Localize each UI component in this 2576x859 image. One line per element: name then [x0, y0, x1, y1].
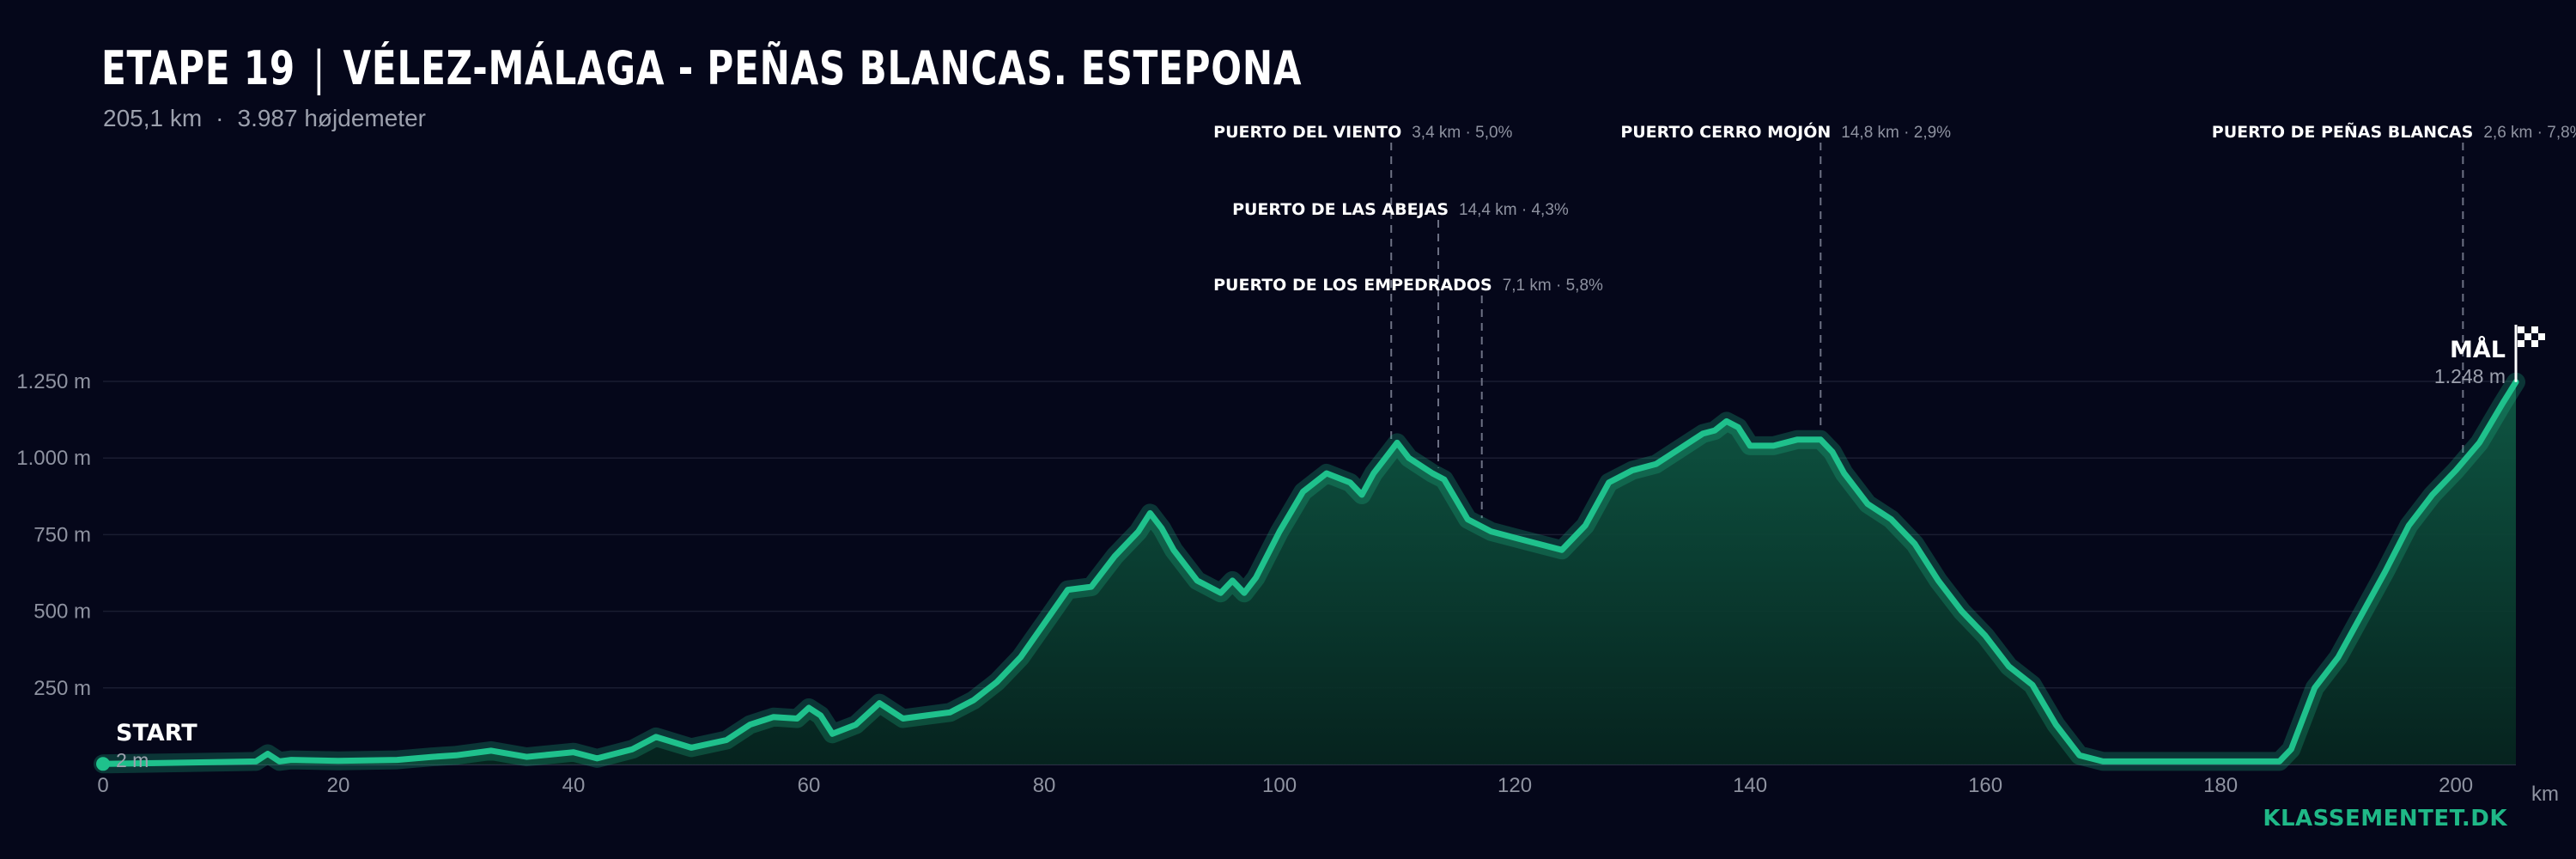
stage-number: ETAPE 19	[101, 41, 295, 95]
stage-summary: 205,1 km · 3.987 højdemeter	[103, 103, 426, 134]
x-tick-label: 100	[1262, 774, 1297, 797]
start-label: START	[116, 720, 197, 746]
y-axis: 250 m 500 m 750 m 1.000 m 1.250 m	[16, 370, 91, 700]
stage-distance: 205,1 km	[103, 105, 203, 131]
flag-square	[2538, 333, 2545, 340]
climb-name: PUERTO DE LOS EMPEDRADOS	[1213, 276, 1492, 295]
start-elevation: 2 m	[116, 749, 149, 771]
flag-square	[2538, 326, 2545, 333]
flag-square	[2524, 333, 2531, 340]
flag-square	[2524, 340, 2531, 347]
x-axis: 0 20 40 60 80 100 120 140 160 180 200 km	[97, 774, 2559, 806]
x-axis-unit: km	[2531, 783, 2559, 806]
flag-square	[2531, 326, 2538, 333]
stage-route: VÉLEZ-MÁLAGA - PEÑAS BLANCAS. ESTEPONA	[343, 41, 1303, 95]
flag-square	[2518, 340, 2524, 347]
climb-stats: 3,4 km · 5,0%	[1412, 124, 1512, 142]
finish-elevation: 1.248 m	[2434, 365, 2506, 387]
flag-square	[2518, 333, 2524, 340]
x-tick-label: 60	[798, 774, 821, 797]
profile-area	[94, 372, 2525, 774]
x-tick-label: 80	[1033, 774, 1056, 797]
profile-area-fill	[103, 381, 2516, 765]
x-tick-label: 0	[97, 774, 108, 797]
y-tick-label: 1.000 m	[16, 447, 91, 470]
x-tick-label: 40	[562, 774, 586, 797]
flag-square	[2531, 340, 2538, 347]
flag-square	[2531, 333, 2538, 340]
x-tick-label: 180	[2203, 774, 2238, 797]
flag-square	[2538, 340, 2545, 347]
climb-markers: PUERTO DEL VIENTO 3,4 km · 5,0% PUERTO DE …	[1213, 121, 2576, 519]
finish-flag-icon	[2518, 326, 2545, 347]
start-point	[96, 757, 110, 771]
climb-stats: 2,6 km · 7,8%	[2483, 124, 2576, 142]
x-tick-label: 200	[2439, 774, 2473, 797]
brand-logo-text: KLASSEMENTET.DK	[2263, 806, 2507, 832]
climb-stats: 14,8 km · 2,9%	[1841, 124, 1951, 142]
stage-title: ETAPE 19 | VÉLEZ-MÁLAGA - PEÑAS BLANCAS. E…	[101, 38, 1302, 100]
y-tick-label: 1.250 m	[16, 370, 91, 393]
y-tick-label: 250 m	[33, 677, 91, 700]
climb-name: PUERTO DEL VIENTO	[1213, 123, 1401, 142]
stage-climbing: 3.987 højdemeter	[237, 105, 426, 131]
flag-square	[2524, 326, 2531, 333]
finish-label: MÅL	[2450, 336, 2506, 363]
x-tick-label: 140	[1733, 774, 1767, 797]
y-tick-label: 500 m	[33, 600, 91, 624]
flag-square	[2518, 326, 2524, 333]
climb-name: PUERTO DE LAS ABEJAS	[1232, 200, 1449, 219]
summary-separator: ·	[216, 105, 224, 131]
climb-name: PUERTO DE PEÑAS BLANCAS	[2212, 121, 2474, 142]
profile-line	[100, 379, 2519, 767]
title-separator: |	[313, 41, 326, 95]
x-tick-label: 20	[327, 774, 350, 797]
climb-stats: 14,4 km · 4,3%	[1459, 201, 1569, 219]
climb-stats: 7,1 km · 5,8%	[1503, 277, 1603, 295]
x-tick-label: 160	[1968, 774, 2002, 797]
climb-name: PUERTO CERRO MOJÓN	[1620, 121, 1831, 142]
x-tick-label: 120	[1498, 774, 1532, 797]
y-tick-label: 750 m	[33, 523, 91, 546]
